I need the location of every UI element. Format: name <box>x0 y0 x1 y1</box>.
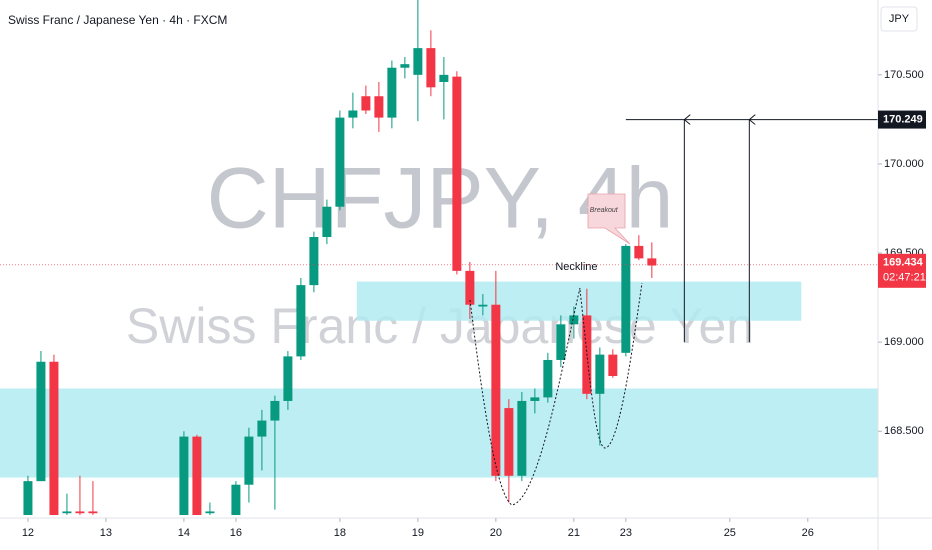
countdown-label: 02:47:21 <box>883 272 926 284</box>
x-tick-label: 25 <box>724 527 736 539</box>
candle-body <box>504 408 514 476</box>
candle-body <box>426 48 436 88</box>
candle-body <box>491 304 501 476</box>
breakout-label: Breakout <box>590 207 619 214</box>
chart-title: Swiss Franc / Japanese Yen · 4h · FXCM <box>8 13 227 27</box>
candle-body <box>595 354 605 394</box>
target-price-box <box>878 110 926 129</box>
x-tick-label: 18 <box>334 527 346 539</box>
x-tick-label: 19 <box>412 527 424 539</box>
candle-body <box>569 315 579 325</box>
candle-body <box>88 511 98 514</box>
candle-body <box>413 48 423 75</box>
candle-body <box>400 64 410 68</box>
candle-body <box>205 511 215 514</box>
candle-body <box>75 511 85 514</box>
candle-body <box>374 96 384 118</box>
currency-label: JPY <box>889 13 910 25</box>
pattern-curves <box>469 282 643 506</box>
candle-body <box>49 361 59 515</box>
x-tick-label: 14 <box>178 527 190 539</box>
x-tick-label: 26 <box>802 527 814 539</box>
currency-box <box>880 6 918 32</box>
y-tick-label: 170.500 <box>884 69 924 81</box>
candle-body <box>335 117 345 207</box>
candle-body <box>179 436 189 515</box>
x-tick-label: 21 <box>568 527 580 539</box>
zone <box>356 281 802 321</box>
breakout-callout <box>587 193 631 245</box>
candle-body <box>361 96 371 111</box>
candle-body <box>465 270 475 305</box>
candle-body <box>257 420 267 437</box>
candle-body <box>621 245 631 353</box>
zone <box>0 388 878 478</box>
candle-body <box>647 258 657 266</box>
left-bottom-curve <box>469 287 581 506</box>
candle-body <box>244 436 254 485</box>
neckline-label: Neckline <box>555 261 597 273</box>
x-tick-label: 20 <box>490 527 502 539</box>
candle-body <box>270 400 280 421</box>
candle-body <box>36 361 46 482</box>
candle-body <box>543 359 553 398</box>
right-bottom-curve <box>579 282 643 449</box>
x-tick-label: 12 <box>22 527 34 539</box>
x-tick-label: 23 <box>620 527 632 539</box>
candle-body <box>231 484 241 515</box>
watermark: CHFJPY, 4h Swiss Franc / Japanese Yen <box>126 151 754 354</box>
candle-body <box>283 356 293 401</box>
candle-body <box>517 400 527 476</box>
candle-body <box>608 354 618 377</box>
callout-box <box>587 193 631 245</box>
y-tick-label: 169.000 <box>884 336 924 348</box>
overlays: Neckline Breakout <box>0 120 878 343</box>
x-tick-label: 16 <box>230 527 242 539</box>
target-price-label: 170.249 <box>883 113 923 125</box>
candle-body <box>439 74 449 82</box>
candle-body <box>556 324 566 360</box>
candle-body <box>192 436 202 515</box>
candle-body <box>530 397 540 401</box>
zones <box>0 281 878 478</box>
last-price-box <box>878 253 926 288</box>
last-price-label: 169.434 <box>883 257 924 269</box>
candle-body <box>296 285 306 357</box>
candle-body <box>452 76 462 271</box>
x-tick-label: 13 <box>100 527 112 539</box>
candle-body <box>348 110 358 118</box>
candle-body <box>387 67 397 118</box>
candle-body <box>322 206 332 238</box>
y-tick-label: 168.500 <box>884 425 924 437</box>
candle-body <box>309 237 319 286</box>
candle-body <box>634 245 644 259</box>
candle-body <box>23 481 33 515</box>
candle-body <box>478 304 488 307</box>
candle-body <box>62 511 72 514</box>
y-tick-label: 170.000 <box>884 158 924 170</box>
